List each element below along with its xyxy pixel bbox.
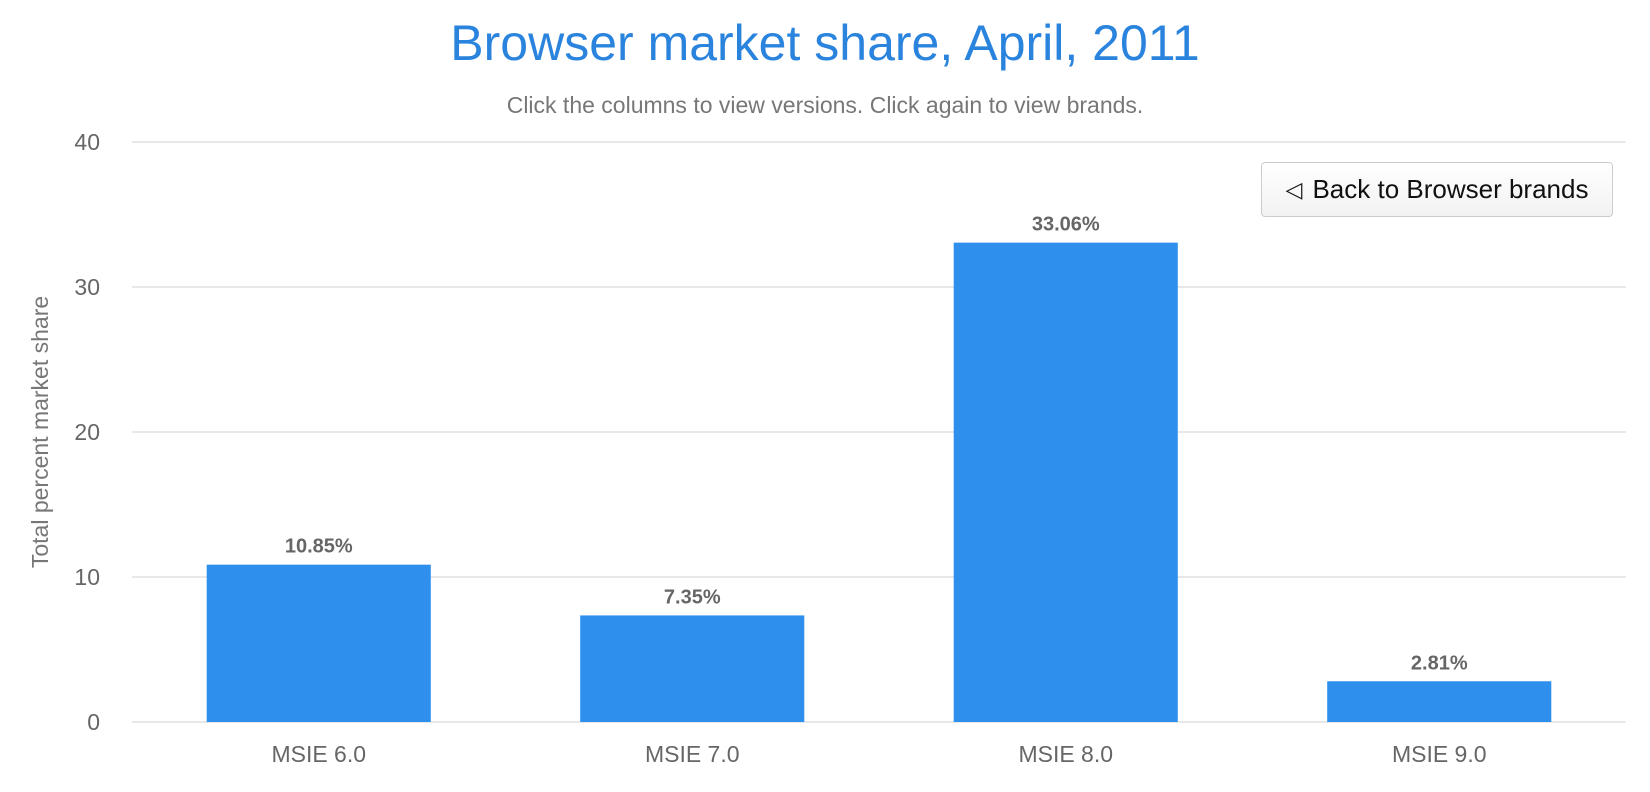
data-label: 10.85% (285, 536, 353, 558)
chart-subtitle: Click the columns to view versions. Clic… (506, 92, 1144, 118)
y-tick-label: 20 (74, 419, 100, 445)
y-tick-label: 10 (74, 564, 100, 590)
data-label: 7.35% (664, 586, 721, 608)
y-tick-label: 40 (74, 129, 100, 155)
triangle-left-icon: ◁ (1285, 176, 1303, 202)
data-label: 33.06% (1032, 214, 1100, 236)
y-axis-label: Total percent market share (27, 296, 53, 568)
bar-msie-6-0[interactable] (206, 564, 431, 722)
x-tick-label: MSIE 8.0 (1018, 741, 1113, 767)
x-tick-label: MSIE 6.0 (271, 741, 366, 767)
back-button-label: Back to Browser brands (1312, 174, 1589, 204)
bar-msie-7-0[interactable] (580, 615, 805, 722)
bar-msie-9-0[interactable] (1327, 681, 1552, 722)
y-tick-label: 30 (74, 274, 100, 300)
x-tick-label: MSIE 7.0 (645, 741, 740, 767)
chart-title: Browser market share, April, 2011 (450, 15, 1200, 71)
back-to-brands-button[interactable]: ◁ Back to Browser brands (1261, 162, 1613, 217)
bar-msie-8-0[interactable] (953, 242, 1178, 722)
x-tick-label: MSIE 9.0 (1392, 741, 1487, 767)
y-tick-label: 0 (87, 709, 100, 735)
data-label: 2.81% (1411, 652, 1468, 674)
